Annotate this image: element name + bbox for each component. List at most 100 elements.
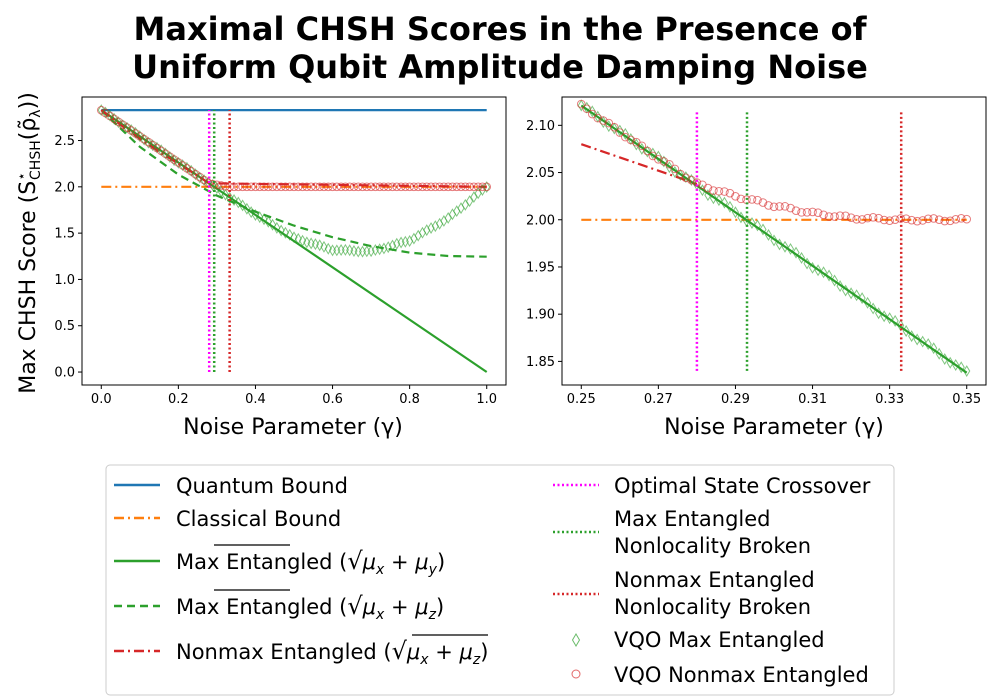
legend-label-max-broken-2: Nonlocality Broken <box>614 534 811 558</box>
right-vqo-max-point <box>869 302 877 315</box>
legend-label-max-xz-text: Max Entangled ( <box>176 595 347 619</box>
left-vqo-max-point <box>251 209 260 221</box>
left-x-tick-label: 0.2 <box>168 392 189 407</box>
left-vqo-max-point <box>448 208 457 221</box>
left-vqo-nonmax-point <box>371 182 380 192</box>
left-x-tick-label: 0.8 <box>399 392 420 407</box>
left-vqo-max-point <box>294 232 302 245</box>
left-y-tick-label: 2.5 <box>54 134 75 149</box>
legend-swatch-vqo-nonmax <box>571 669 581 679</box>
left-vqo-nonmax-point <box>144 137 153 147</box>
right-y-tick-label: 1.90 <box>526 308 555 323</box>
right-vqo-max-point <box>704 189 712 202</box>
legend-label-nonmax-xz-mu2: μ <box>459 640 473 664</box>
left-vqo-nonmax-point <box>212 180 222 190</box>
right-vqo-nonmax-point <box>786 203 795 213</box>
right-vqo-max-point <box>792 246 800 259</box>
right-vqo-nonmax-point <box>670 164 680 174</box>
left-vqo-max-point <box>136 130 144 143</box>
left-vqo-max-point <box>243 202 251 215</box>
left-vqo-max-point <box>221 188 230 201</box>
legend-label-max-xz-close: ) <box>436 595 444 619</box>
left-vqo-nonmax-point <box>101 108 110 118</box>
right-vqo-max-point <box>687 173 695 186</box>
right-vqo-max-point <box>720 196 729 209</box>
right-x-tick-label: 0.25 <box>567 392 596 407</box>
legend-label-nonmax-xz-x: x <box>419 652 429 668</box>
left-vqo-max-point <box>269 218 277 231</box>
right-plot-area <box>576 99 972 378</box>
right-vqo-max-point <box>825 269 833 282</box>
left-vqo-nonmax-point <box>448 182 457 192</box>
right-x-tick-label: 0.31 <box>798 392 827 407</box>
legend-label-max-xz-x: x <box>375 607 385 623</box>
left-vqo-nonmax-point <box>383 182 393 192</box>
right-vqo-max-point <box>759 223 767 236</box>
right-vqo-max-point <box>864 296 872 309</box>
right-vqo-nonmax-point <box>956 214 966 223</box>
right-vqo-max-point <box>913 333 921 346</box>
right-vqo-nonmax-point <box>659 157 669 166</box>
y-axis-label-close: )) <box>16 92 41 109</box>
left-vqo-nonmax-point <box>323 182 333 192</box>
right-vqo-max-point <box>660 155 668 168</box>
right-vqo-max-point <box>847 287 855 300</box>
legend-label-vqo-max: VQO Max Entangled <box>614 628 825 652</box>
right-vqo-nonmax-point <box>791 206 801 215</box>
legend-label-nonmax-xz: Nonmax Entangled (√μx + μz) <box>176 637 488 668</box>
legend-label-nonmax-broken-1: Nonmax Entangled <box>614 568 815 592</box>
right-vqo-max-point <box>676 169 684 181</box>
left-vqo-nonmax-point <box>362 182 372 192</box>
right-vqo-max-point <box>753 219 762 232</box>
right-axes-frame <box>561 96 987 386</box>
right-vqo-nonmax-point <box>868 212 878 222</box>
right-vqo-nonmax-point <box>890 215 900 224</box>
right-vqo-nonmax-point <box>736 194 746 204</box>
left-vqo-nonmax-point <box>478 182 487 192</box>
right-vqo-max-point <box>875 307 883 320</box>
left-x-tick-label: 0.0 <box>91 392 112 407</box>
left-vqo-max-point <box>358 245 367 258</box>
left-vqo-nonmax-point <box>311 182 320 192</box>
left-vqo-nonmax-point <box>161 149 170 159</box>
left-vqo-nonmax-point <box>418 182 427 192</box>
right-vqo-max-point <box>638 142 646 155</box>
left-panel: 0.0 0.2 0.4 0.6 0.8 1.0 0.0 0.5 1.0 1.5 2.0 2.5 <box>54 96 507 407</box>
left-vqo-nonmax-point <box>298 182 307 192</box>
left-vqo-nonmax-point <box>131 129 140 138</box>
left-vqo-max-point <box>230 194 238 206</box>
left-vqo-max-point <box>149 139 157 152</box>
left-vqo-max-point <box>226 191 234 204</box>
legend-label-nonmax-xz-plus: + <box>429 640 460 664</box>
right-vqo-max-point <box>737 211 745 224</box>
right-vqo-nonmax-point <box>813 208 823 217</box>
right-y-tick-label: 1.85 <box>526 355 555 370</box>
right-vqo-nonmax-point <box>703 183 713 193</box>
left-vqo-nonmax-point <box>251 182 260 192</box>
right-vqo-nonmax-point <box>846 213 856 222</box>
right-vqo-nonmax-point <box>879 215 889 225</box>
left-vqo-nonmax-point <box>435 182 444 192</box>
left-vqo-nonmax-point <box>413 182 423 192</box>
left-vqo-nonmax-point <box>148 140 157 150</box>
left-vqo-max-point <box>303 236 311 249</box>
right-vqo-max-point <box>671 166 679 178</box>
right-vqo-max-point <box>814 264 822 277</box>
right-vqo-nonmax-point <box>775 202 784 211</box>
left-vqo-nonmax-point <box>276 182 286 192</box>
left-series-max-entangled-x-y <box>100 109 488 373</box>
right-vqo-max-point <box>891 314 899 327</box>
left-vqo-max-point <box>161 147 170 160</box>
y-axis-label-sup: ⋆ <box>14 172 30 181</box>
right-vqo-nonmax-point <box>929 214 938 223</box>
left-vqo-max-point <box>320 240 328 253</box>
left-y-tick-label: 1.5 <box>54 227 75 242</box>
left-vqo-nonmax-point <box>268 182 277 192</box>
right-y-tick-label: 2.05 <box>526 166 555 181</box>
right-vqo-max-point <box>665 161 673 174</box>
left-vqo-max-point <box>97 104 105 117</box>
left-vqo-max-point <box>277 224 285 237</box>
left-vqo-nonmax-point <box>293 182 303 192</box>
left-vqo-max-point <box>341 243 349 256</box>
